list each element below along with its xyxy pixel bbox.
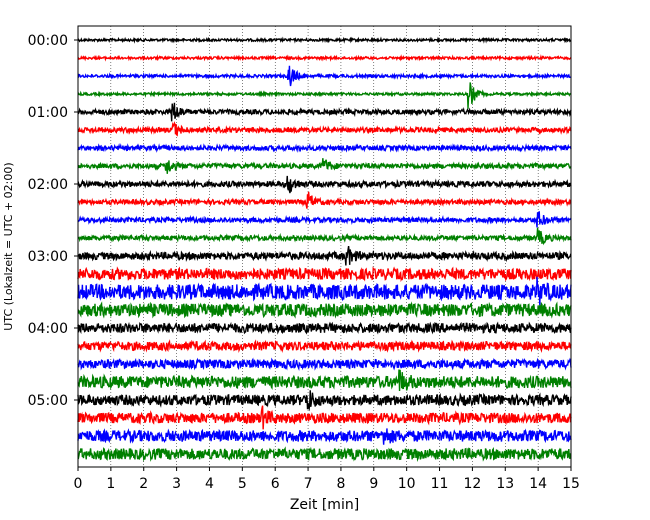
x-tick-label: 14 [529,476,547,492]
trace-group [77,36,572,462]
y-tick-label: 05:00 [28,393,68,409]
x-tick-label: 4 [205,476,214,492]
y-tick-label: 01:00 [28,105,68,121]
y-tick-label: 00:00 [28,33,68,49]
x-tick-label: 8 [336,476,345,492]
trace-01:15 [77,121,572,137]
x-tick-label: 0 [74,476,83,492]
trace-00:15 [77,54,572,62]
x-tick-label: 3 [172,476,181,492]
x-tick-label: 2 [139,476,148,492]
trace-00:30 [77,65,572,87]
trace-04:30 [77,357,572,372]
trace-00:00 [77,36,572,44]
x-tick-label: 12 [463,476,481,492]
trace-03:45 [77,301,572,319]
x-tick-label: 13 [496,476,514,492]
trace-01:45 [77,158,572,174]
trace-04:00 [77,321,572,335]
trace-05:15 [77,405,572,430]
y-tick-label: 03:00 [28,249,68,265]
trace-03:15 [77,266,572,283]
trace-03:30 [77,276,572,306]
x-tick-label: 15 [562,476,580,492]
trace-04:45 [77,369,572,391]
y-tick-label: 04:00 [28,321,68,337]
x-tick-label: 9 [369,476,378,492]
y-axis-label: UTC (Lokalzeit = UTC + 02:00) [2,162,15,330]
trace-05:45 [77,446,572,462]
trace-02:15 [77,191,572,209]
trace-02:45 [77,227,572,246]
trace-05:30 [77,428,572,445]
x-tick-label: 11 [431,476,449,492]
y-axis: 00:00 01:00 02:00 03:00 04:00 05:00 [28,33,78,409]
trace-01:00 [77,102,572,122]
trace-01:30 [77,142,572,153]
x-tick-label: 1 [106,476,115,492]
x-tick-label: 6 [271,476,280,492]
trace-02:00 [77,175,572,194]
trace-03:00 [77,245,572,266]
trace-05:00 [77,390,572,412]
x-tick-label: 5 [238,476,247,492]
x-tick-label: 7 [304,476,313,492]
trace-04:15 [77,339,572,354]
trace-00:45 [77,82,572,109]
trace-02:30 [77,211,572,228]
x-axis-label: Zeit [min] [290,497,359,513]
plot-frame [77,25,572,468]
y-tick-label: 02:00 [28,177,68,193]
x-tick-label: 10 [398,476,416,492]
x-axis: 0 1 2 3 4 5 6 7 8 9 10 11 12 13 14 15 [74,467,580,492]
